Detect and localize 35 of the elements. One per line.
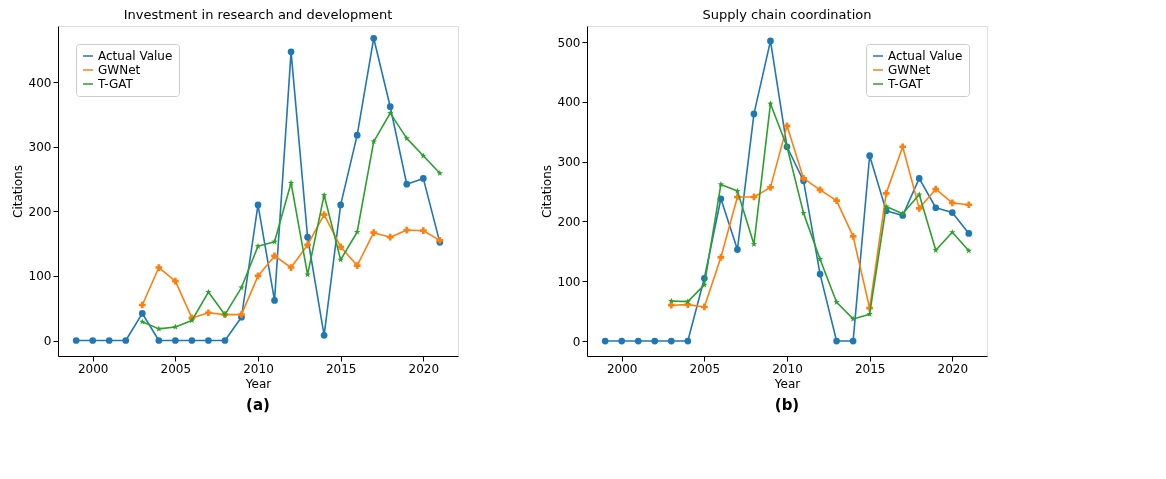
y-tick-label: 100: [28, 269, 52, 284]
x-tick-label: 2020: [937, 361, 969, 376]
legend-label: Actual Value: [888, 49, 963, 63]
legend-label: Actual Value: [98, 49, 173, 63]
y-tick-label: 200: [557, 214, 581, 229]
x-tick-label: 2005: [689, 361, 721, 376]
y-axis-title: Citations: [10, 164, 25, 219]
y-axis-title: Citations: [539, 164, 554, 219]
y-tick-label: 400: [557, 95, 581, 110]
y-tick-label: 100: [557, 274, 581, 289]
y-tick-label: 500: [557, 35, 581, 50]
text: (a): [246, 396, 270, 414]
legend-label: T-GAT: [887, 77, 924, 91]
y-tick-label: 400: [28, 75, 52, 90]
x-tick-label: 2000: [77, 361, 109, 376]
x-tick-label: 2020: [408, 361, 440, 376]
y-tick-label: 0: [572, 334, 581, 349]
x-tick-label: 2015: [854, 361, 886, 376]
chart-title: Supply chain coordination: [702, 7, 872, 22]
x-tick-label: 2000: [606, 361, 638, 376]
text: (b): [774, 396, 800, 414]
x-tick-label: 2005: [160, 361, 192, 376]
y-tick-label: 0: [43, 334, 52, 348]
x-tick-label: 2015: [325, 361, 357, 376]
x-axis-title: Year: [244, 376, 272, 391]
y-tick-label: 200: [28, 204, 52, 219]
y-tick-label: 300: [557, 155, 581, 170]
y-tick-label: 300: [28, 140, 52, 155]
legend-label: GWNet: [98, 63, 141, 77]
legend-label: GWNet: [888, 63, 931, 77]
x-axis-title: Year: [773, 376, 801, 391]
legend-label: T-GAT: [97, 77, 134, 91]
chart-title: Investment in research and development: [123, 7, 393, 22]
x-tick-label: 2010: [243, 361, 274, 376]
x-tick-label: 2010: [772, 361, 803, 376]
